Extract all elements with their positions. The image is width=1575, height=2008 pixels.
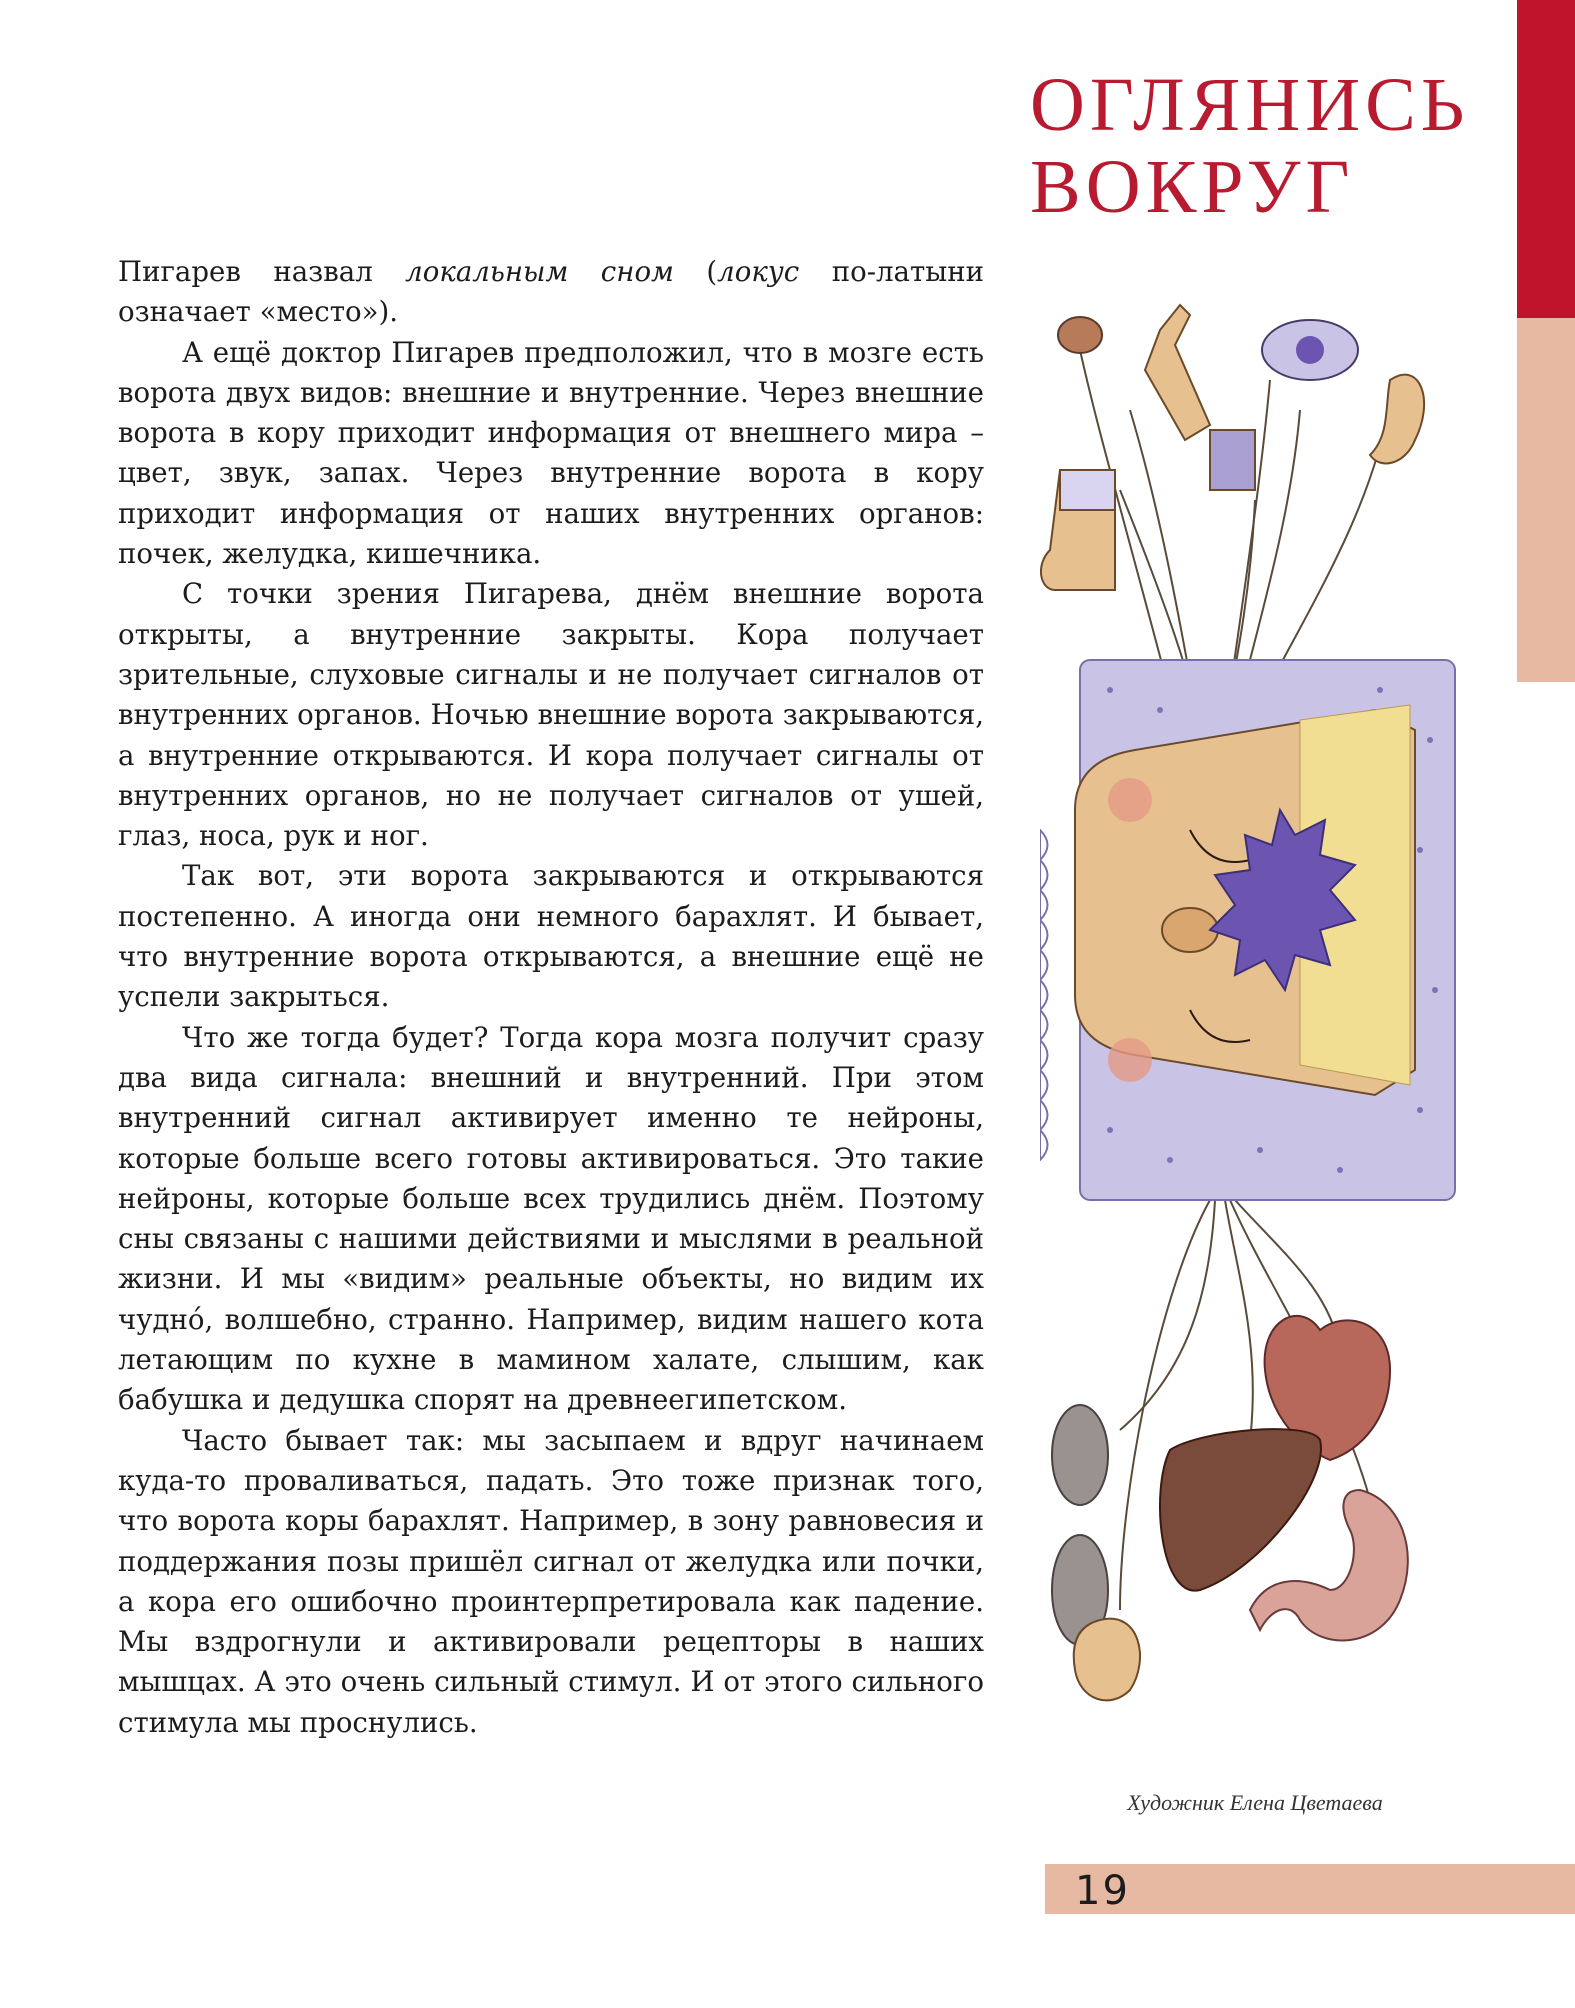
section-title-line-2: вокруг [1030, 145, 1355, 229]
paragraph-6: Часто бывает так: мы засыпаем и вдруг на… [118, 1423, 984, 1739]
paragraph-1-part-c: ( [673, 255, 718, 288]
paragraph-1: Пигарев назвал локальным сном (локус по-… [118, 252, 984, 333]
paragraph-5: Что же тогда будет? Тогда кора мозга пол… [118, 1020, 984, 1417]
paragraph-3: С точки зрения Пигарева, днём внешние во… [118, 577, 984, 853]
term-local-sleep: локальным сном [405, 255, 674, 288]
body-text: Пигарев назвал локальным сном (локус по-… [118, 252, 984, 1743]
page-number: 19 [1075, 1868, 1130, 1914]
section-title-line-1: Оглянись [1030, 63, 1470, 147]
dream-burst [1208, 807, 1357, 993]
chapter-tab-red [1517, 0, 1575, 318]
paragraph-4: Так вот, эти ворота закрываются и открыв… [118, 859, 984, 1014]
sleeping-child-illustration [1040, 303, 1456, 1702]
paragraph-1-part-e: по-латыни означает «место»). [118, 255, 985, 329]
floating-internal-organs [1051, 1314, 1409, 1702]
term-locus: локус [717, 255, 800, 288]
paragraph-1-part-a: Пигарев назвал [118, 255, 406, 288]
paragraph-2: А ещё доктор Пигарев предположил, что в … [118, 335, 984, 571]
page-number-bar: 19 [1045, 1864, 1575, 1914]
floating-body-parts [1040, 303, 1426, 591]
chapter-tab-peach [1517, 318, 1575, 682]
illustration-credit: Художник Елена Цветаева [1127, 1790, 1383, 1815]
section-title: Оглянись вокруг [1030, 64, 1500, 228]
